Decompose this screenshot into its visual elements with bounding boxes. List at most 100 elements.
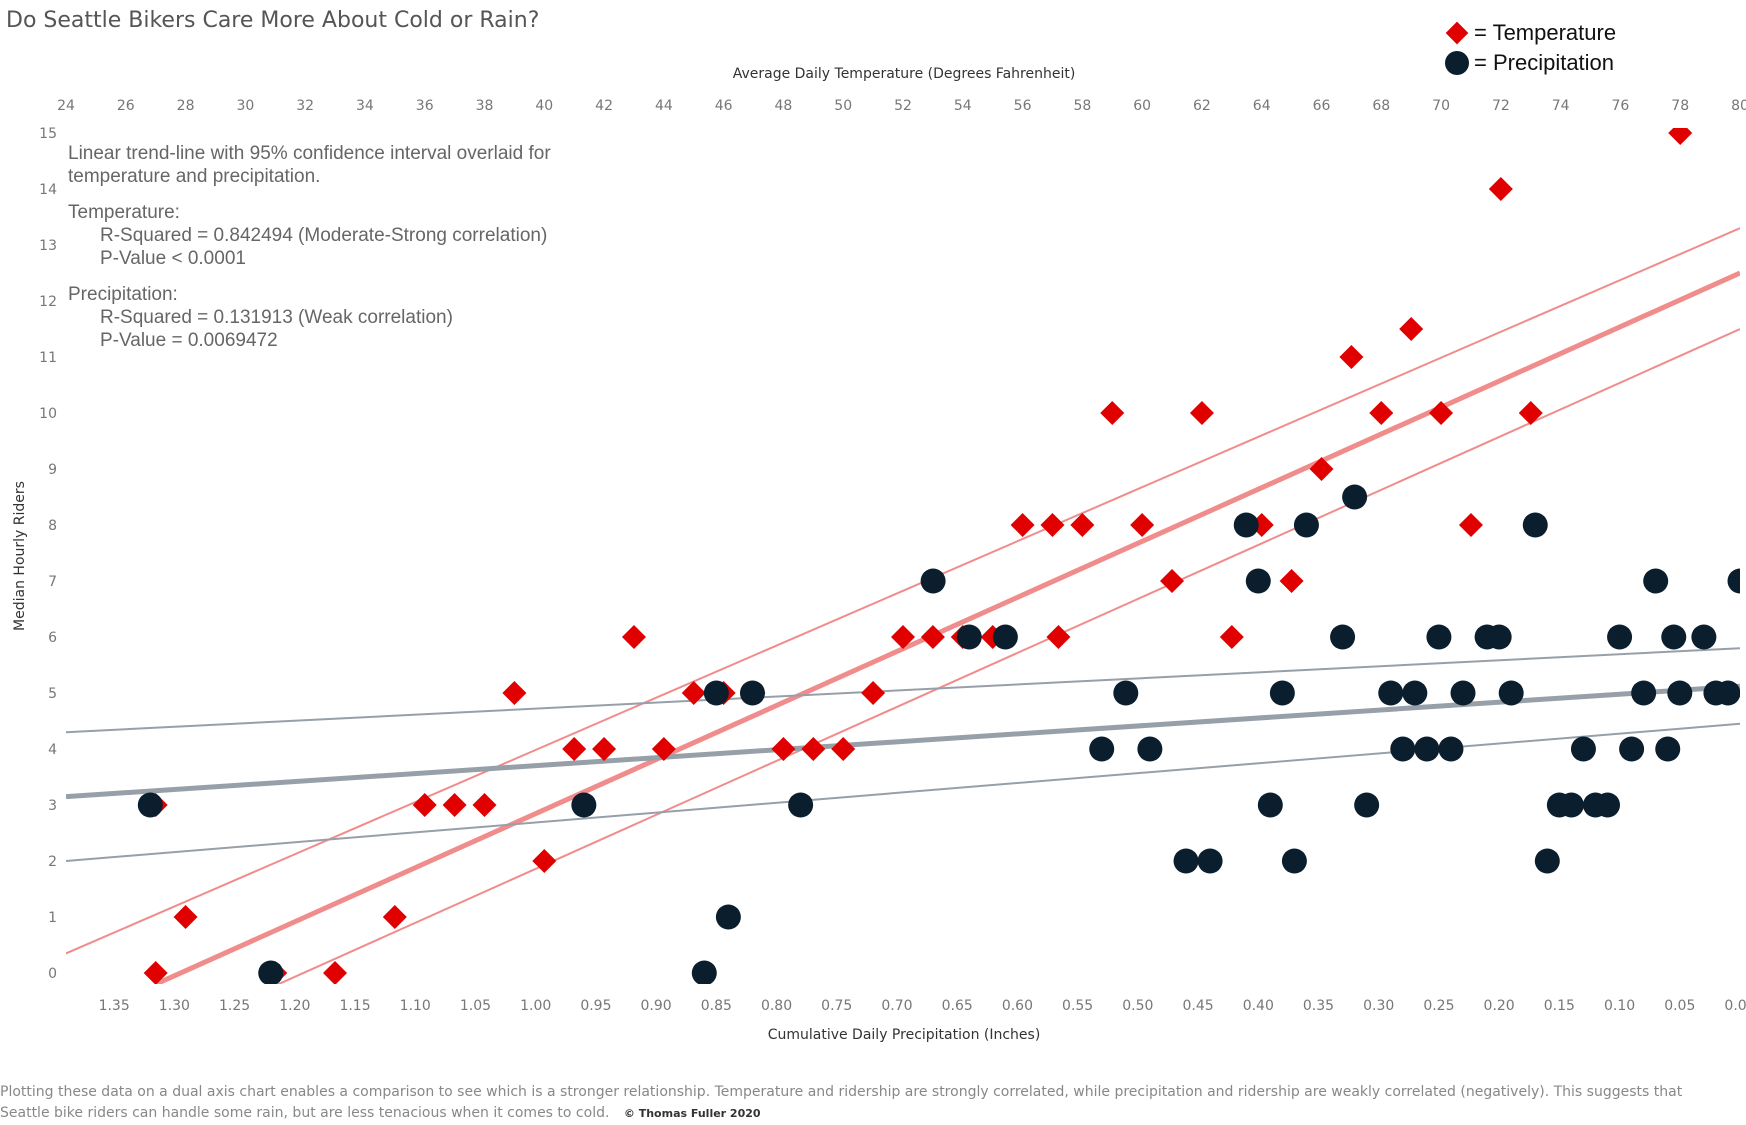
x-bottom-tick-label: 0.15	[1544, 998, 1575, 1014]
temperature-point	[1070, 513, 1095, 537]
x-bottom-tick-label: 0.55	[1062, 998, 1093, 1014]
x-top-tick-label: 64	[1253, 98, 1271, 114]
y-tick-label: 11	[39, 350, 57, 366]
x-top-tick-label: 48	[775, 98, 793, 114]
temperature-point	[1279, 569, 1304, 593]
temperature-point	[831, 737, 856, 761]
precipitation-point	[1607, 624, 1633, 650]
x-top-tick-label: 62	[1193, 98, 1211, 114]
temperature-point	[472, 793, 497, 817]
y-tick-label: 6	[48, 630, 57, 646]
x-top-tick-label: 58	[1073, 98, 1091, 114]
temperature-point	[592, 737, 617, 761]
annotation-line-2: temperature and precipitation.	[68, 166, 321, 187]
x-bottom-tick-label: 0.00	[1724, 998, 1746, 1014]
x-bottom-tick-label: 0.05	[1664, 998, 1695, 1014]
temperature-point	[412, 793, 437, 817]
precipitation-point	[1715, 680, 1740, 706]
x-bottom-tick-label: 0.25	[1423, 998, 1454, 1014]
y-tick-label: 13	[39, 238, 57, 254]
x-top-axis-title: Average Daily Temperature (Degrees Fahre…	[732, 66, 1076, 82]
precipitation-point	[1727, 568, 1740, 594]
y-tick-label: 1	[48, 910, 57, 926]
temperature-p-value: P-Value < 0.0001	[100, 248, 246, 269]
legend-label-precipitation: = Precipitation	[1474, 50, 1615, 75]
temperature-point	[771, 737, 796, 761]
temperature-r-squared: R-Squared = 0.842494 (Moderate-Strong co…	[100, 225, 548, 246]
precipitation-point	[1233, 512, 1259, 538]
x-bottom-tick-label: 0.35	[1303, 998, 1334, 1014]
x-top-tick-label: 76	[1612, 98, 1630, 114]
temperature-point	[1046, 625, 1071, 649]
precipitation-point	[1661, 624, 1687, 650]
precipitation-point	[691, 960, 717, 984]
x-top-tick-label: 30	[236, 98, 254, 114]
x-bottom-tick-label: 1.10	[400, 998, 431, 1014]
x-top-tick-label: 74	[1552, 98, 1570, 114]
temperature-point	[1309, 457, 1334, 481]
x-bottom-tick-label: 1.20	[279, 998, 310, 1014]
y-tick-label: 0	[48, 966, 57, 982]
temperature-point	[1488, 177, 1513, 201]
y-tick-label: 3	[48, 798, 57, 814]
precipitation-point	[920, 568, 946, 594]
precipitation-point	[1173, 848, 1199, 874]
precipitation-point	[1426, 624, 1452, 650]
temperature-point	[1100, 401, 1125, 425]
x-bottom-axis-title: Cumulative Daily Precipitation (Inches)	[767, 1027, 1041, 1043]
temperature-point	[1518, 401, 1543, 425]
y-tick-label: 15	[39, 126, 57, 142]
precipitation-point	[1137, 736, 1163, 762]
copyright: © Thomas Fuller 2020	[623, 1107, 761, 1120]
precipitation-point	[1667, 680, 1693, 706]
temperature-point	[532, 849, 557, 873]
stats-annotation: Linear trend-line with 95% confidence in…	[68, 142, 551, 352]
precipitation-point	[992, 624, 1018, 650]
precipitation-point	[1534, 848, 1560, 874]
y-tick-label: 7	[48, 574, 57, 590]
x-top-tick-label: 42	[595, 98, 613, 114]
precipitation-heading: Precipitation:	[68, 284, 178, 305]
x-top-tick-label: 46	[715, 98, 733, 114]
precipitation-point	[1342, 484, 1368, 510]
precipitation-p-value: P-Value = 0.0069472	[100, 330, 278, 351]
precipitation-point	[1558, 792, 1584, 818]
legend-item-temperature: = Temperature	[1440, 18, 1616, 48]
chart-title: Do Seattle Bikers Care More About Cold o…	[6, 8, 540, 33]
precipitation-point	[1643, 568, 1669, 594]
precipitation-ci-lower-line	[66, 722, 1740, 862]
precipitation-point	[1197, 848, 1223, 874]
precipitation-point	[1113, 680, 1139, 706]
y-tick-label: 9	[48, 462, 57, 478]
precipitation-r-squared: R-Squared = 0.131913 (Weak correlation)	[100, 307, 453, 328]
x-bottom-tick-label: 0.95	[580, 998, 611, 1014]
precipitation-point	[1269, 680, 1295, 706]
diamond-marker-icon	[1445, 21, 1469, 45]
temperature-ci-lower-line	[276, 328, 1740, 984]
footer-text: Plotting these data on a dual axis chart…	[0, 1084, 1683, 1121]
x-top-tick-label: 38	[476, 98, 494, 114]
y-tick-label: 5	[48, 686, 57, 702]
temperature-point	[1010, 513, 1035, 537]
precipitation-point	[1293, 512, 1319, 538]
temperature-point	[651, 737, 676, 761]
x-bottom-tick-label: 1.35	[99, 998, 130, 1014]
x-bottom-tick-label: 0.50	[1122, 998, 1153, 1014]
precipitation-point	[1486, 624, 1512, 650]
temperature-point	[562, 737, 587, 761]
legend-item-precipitation: = Precipitation	[1440, 48, 1616, 78]
x-bottom-tick-label: 0.40	[1243, 998, 1274, 1014]
temperature-point	[801, 737, 826, 761]
precipitation-point	[1691, 624, 1717, 650]
temperature-point	[1219, 625, 1244, 649]
x-bottom-tick-label: 1.00	[520, 998, 551, 1014]
y-tick-label: 8	[48, 518, 57, 534]
footer-note: Plotting these data on a dual axis chart…	[0, 1082, 1720, 1124]
temperature-point	[382, 905, 407, 929]
x-bottom-tick-label: 0.10	[1604, 998, 1635, 1014]
plot-area	[66, 128, 1740, 984]
precipitation-point	[1631, 680, 1657, 706]
x-top-tick-label: 68	[1372, 98, 1390, 114]
precipitation-point	[1378, 680, 1404, 706]
